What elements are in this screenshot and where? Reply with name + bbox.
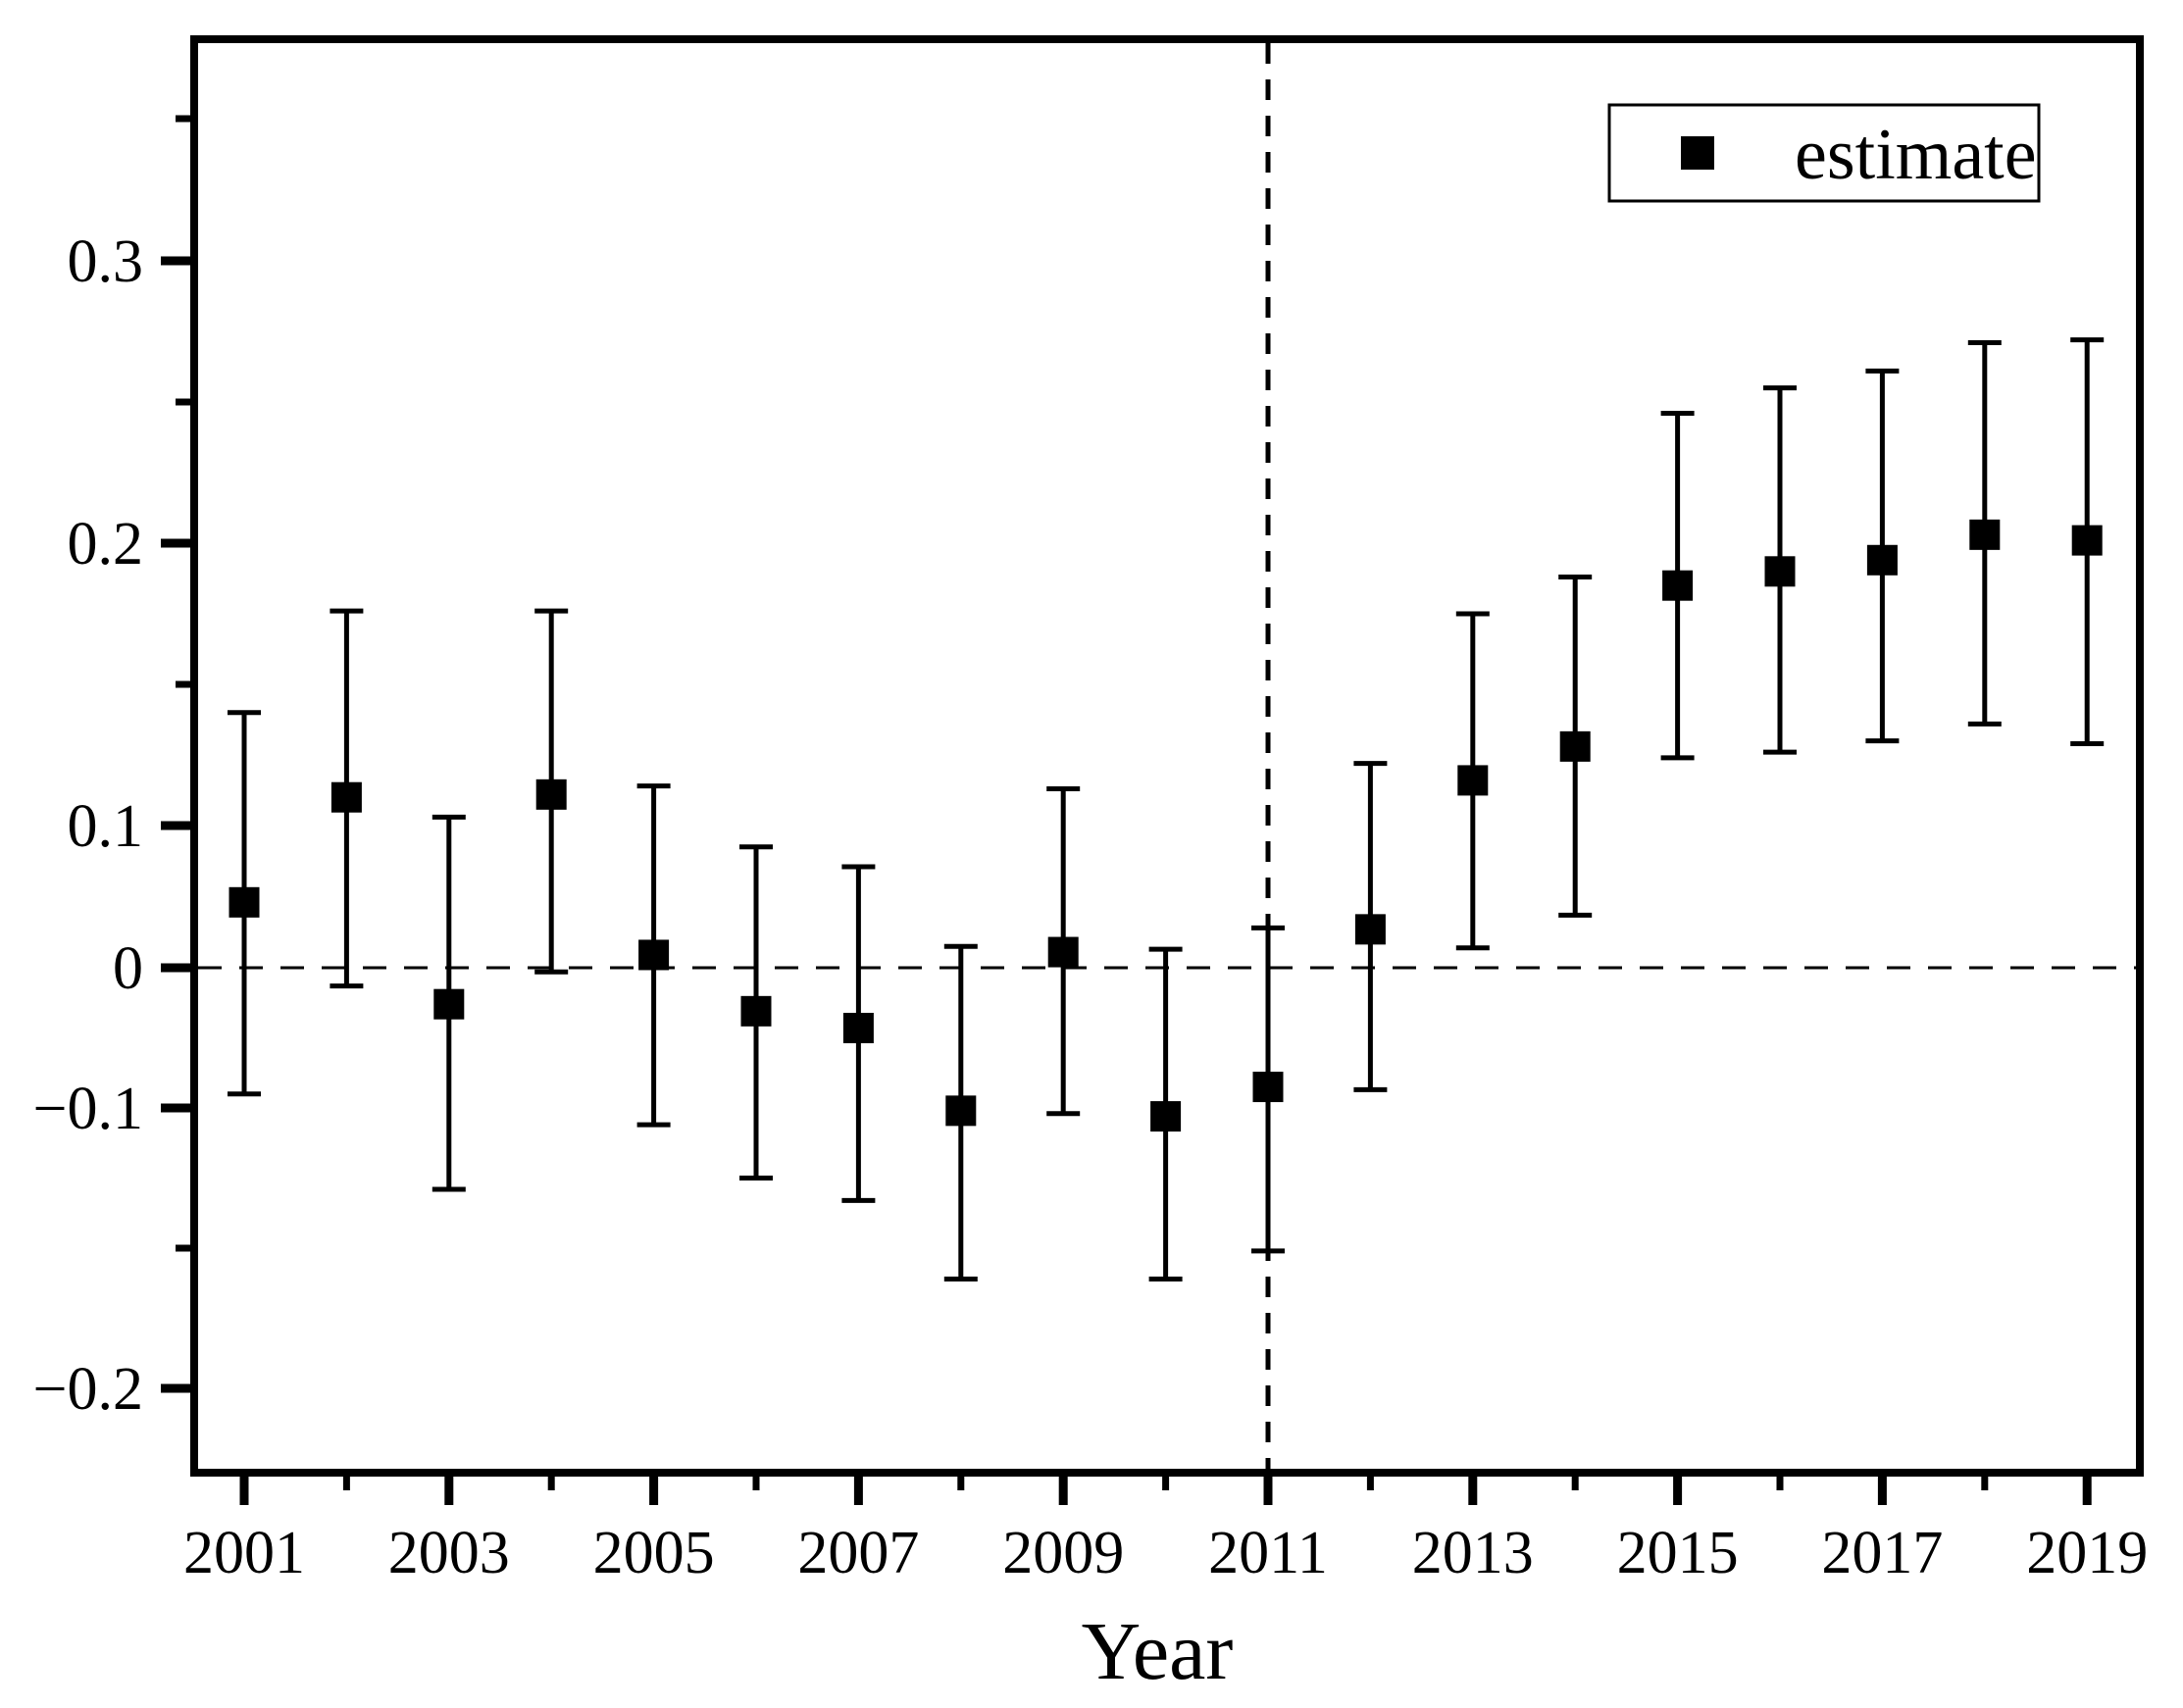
x-tick-label-2011: 2011 — [1208, 1520, 1328, 1586]
x-tick-label-2017: 2017 — [1821, 1520, 1943, 1586]
data-point-2011 — [1252, 1072, 1284, 1103]
x-tick-label-2007: 2007 — [797, 1520, 919, 1586]
x-tick-label-2009: 2009 — [1002, 1520, 1124, 1586]
x-tick-label-2003: 2003 — [388, 1520, 510, 1586]
data-point-2004 — [535, 779, 567, 810]
data-point-2019 — [2071, 525, 2103, 556]
data-point-2008 — [945, 1095, 977, 1127]
data-point-2017 — [1866, 544, 1898, 576]
y-tick-label--0.2: −0.2 — [33, 1356, 143, 1423]
data-point-2006 — [740, 995, 772, 1027]
y-tick-label--0.1: −0.1 — [33, 1076, 143, 1142]
data-point-2010 — [1150, 1101, 1182, 1132]
data-point-2012 — [1354, 914, 1386, 945]
x-tick-label-2001: 2001 — [183, 1520, 305, 1586]
x-tick-label-2015: 2015 — [1617, 1520, 1739, 1586]
y-tick-label-0: 0 — [113, 935, 143, 1002]
legend-label: estimate — [1795, 115, 2037, 195]
data-point-2001 — [228, 886, 260, 918]
data-point-2005 — [638, 939, 670, 971]
data-point-2003 — [433, 988, 465, 1020]
x-tick-label-2013: 2013 — [1412, 1520, 1534, 1586]
y-tick-label-0.1: 0.1 — [68, 793, 144, 860]
x-tick-label-2019: 2019 — [2026, 1520, 2148, 1586]
legend-marker-square-icon — [1681, 136, 1714, 170]
x-tick-label-2005: 2005 — [593, 1520, 715, 1586]
data-point-2018 — [1969, 519, 2001, 550]
data-point-2002 — [330, 781, 362, 813]
plot-frame — [190, 35, 2144, 1477]
data-point-2016 — [1764, 556, 1796, 587]
data-point-2009 — [1047, 936, 1079, 968]
y-tick-label-0.2: 0.2 — [68, 511, 144, 578]
data-point-2015 — [1662, 570, 1694, 601]
y-tick-label-0.3: 0.3 — [68, 228, 144, 295]
data-point-2007 — [842, 1012, 874, 1043]
data-point-2013 — [1457, 765, 1489, 796]
data-point-2014 — [1559, 730, 1591, 762]
x-axis-title: Year — [1082, 1606, 1234, 1697]
